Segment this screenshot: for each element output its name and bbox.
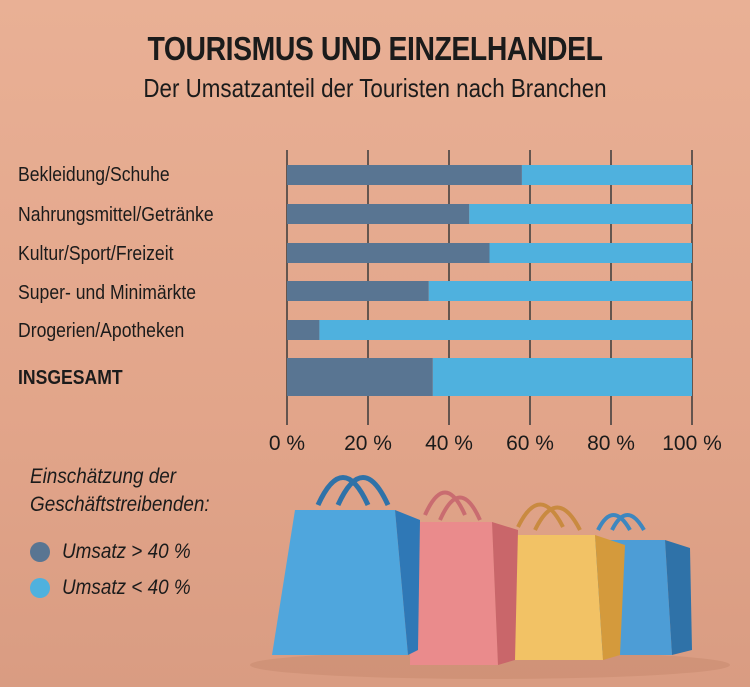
legend-title: Einschätzung der Geschäftstreibenden: [30,463,210,519]
bar-segment-high [287,358,433,396]
x-tick-label: 100 % [662,432,722,455]
chart-title: TOURISMUS UND EINZELHANDEL [147,30,603,67]
legend-item-low: Umsatz < 40 % [30,576,205,600]
category-label-supermaerkte: Super- und Minimärkte [18,282,197,304]
bar-segment-low [319,320,692,340]
bar-segment-low [432,358,692,396]
x-tick-label: 0 % [269,432,305,455]
category-label-nahrungsmittel: Nahrungsmittel/Getränke [18,204,214,226]
legend-title-line1: Einschätzung der [30,465,177,488]
category-label-insgesamt: INSGESAMT [18,367,123,389]
category-label-kultur: Kultur/Sport/Freizeit [18,243,174,265]
bar-segment-high [287,165,522,185]
bar-segment-high [287,243,490,263]
bar-segment-high [287,281,429,301]
x-tick-label: 80 % [587,432,635,455]
legend-swatch-high [30,542,50,562]
category-label-bekleidung: Bekleidung/Schuhe [18,164,170,186]
legend-swatch-low [30,578,50,598]
legend-label-high: Umsatz > 40 % [62,540,191,563]
shopping-bags-illustration [250,475,730,679]
bar-segment-low [489,243,692,263]
x-tick-label: 40 % [425,432,473,455]
legend-item-high: Umsatz > 40 % [30,540,205,564]
x-tick-label: 60 % [506,432,554,455]
chart-subtitle: Der Umsatzanteil der Touristen nach Bran… [143,73,607,103]
bar-segment-low [428,281,692,301]
bar-segment-high [287,320,320,340]
legend-title-line2: Geschäftstreibenden: [30,493,210,516]
legend-label-low: Umsatz < 40 % [62,576,191,599]
bar-segment-low [521,165,692,185]
bar-segment-low [469,204,692,224]
x-tick-label: 20 % [344,432,392,455]
category-label-drogerien: Drogerien/Apotheken [18,320,185,342]
bar-segment-high [287,204,470,224]
